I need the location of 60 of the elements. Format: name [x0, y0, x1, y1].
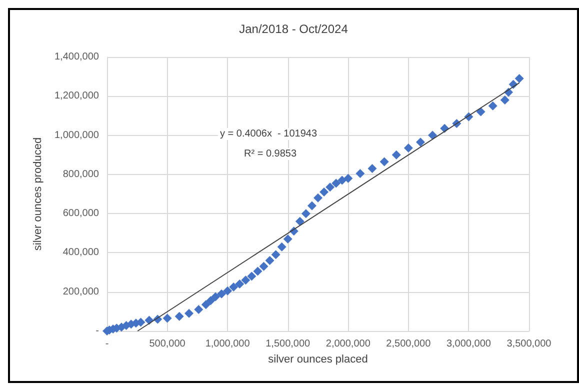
point — [211, 292, 220, 302]
y-tick-label: 600,000 — [62, 208, 100, 220]
chart-title: Jan/2018 - Oct/2024 — [239, 22, 348, 36]
point — [307, 201, 316, 210]
y-tick-label: 1,400,000 — [54, 52, 100, 62]
point — [326, 182, 335, 192]
point — [235, 280, 244, 289]
point — [332, 178, 341, 188]
point — [206, 296, 216, 306]
point — [301, 209, 310, 218]
point — [416, 138, 425, 147]
point — [356, 168, 365, 178]
point — [368, 164, 377, 174]
point — [392, 150, 401, 160]
point — [253, 266, 262, 276]
point — [229, 282, 238, 292]
point — [344, 174, 353, 183]
x-tick-label: 500,000 — [149, 338, 186, 350]
point — [488, 101, 498, 110]
point — [265, 256, 274, 266]
point — [247, 272, 256, 281]
point — [277, 242, 286, 252]
point — [500, 96, 510, 105]
point — [184, 308, 194, 318]
point — [283, 234, 292, 244]
y-tick-label: 200,000 — [62, 286, 100, 298]
y-axis-title: silver ounces produced — [32, 137, 44, 251]
point — [314, 193, 322, 202]
x-tick-label: 1,500,000 — [266, 338, 311, 350]
point — [428, 130, 438, 140]
y-tick-label: 400,000 — [62, 247, 100, 258]
x-tick-label: 3,500,000 — [506, 338, 552, 350]
x-tick-label: 3,000,000 — [446, 338, 492, 350]
point — [271, 250, 280, 260]
annotation: R² = 0.9853 — [244, 148, 297, 160]
point — [194, 304, 204, 314]
point — [514, 74, 524, 84]
point — [338, 176, 347, 185]
point — [223, 286, 232, 296]
point — [380, 157, 389, 166]
x-tick-label: 1,000,000 — [205, 338, 250, 350]
point — [404, 144, 413, 153]
x-tick-label: 2,500,000 — [386, 338, 432, 350]
point — [174, 312, 184, 321]
x-tick-label: 2,000,000 — [326, 338, 371, 350]
annotation: y = 0.4006x - 101943 — [220, 128, 318, 140]
point — [259, 262, 268, 271]
point — [320, 188, 329, 197]
y-tick-label: 1,000,000 — [54, 130, 100, 141]
x-tick-label: - — [105, 338, 109, 350]
point — [201, 300, 210, 310]
y-tick-label: 1,200,000 — [54, 90, 100, 102]
point — [162, 314, 172, 323]
point — [217, 289, 226, 298]
y-tick-label: 800,000 — [62, 168, 100, 180]
y-tick-label: - — [96, 326, 99, 336]
point — [241, 276, 250, 285]
x-axis-title: silver ounces placed — [268, 353, 368, 366]
point — [476, 107, 486, 116]
point — [295, 216, 304, 226]
